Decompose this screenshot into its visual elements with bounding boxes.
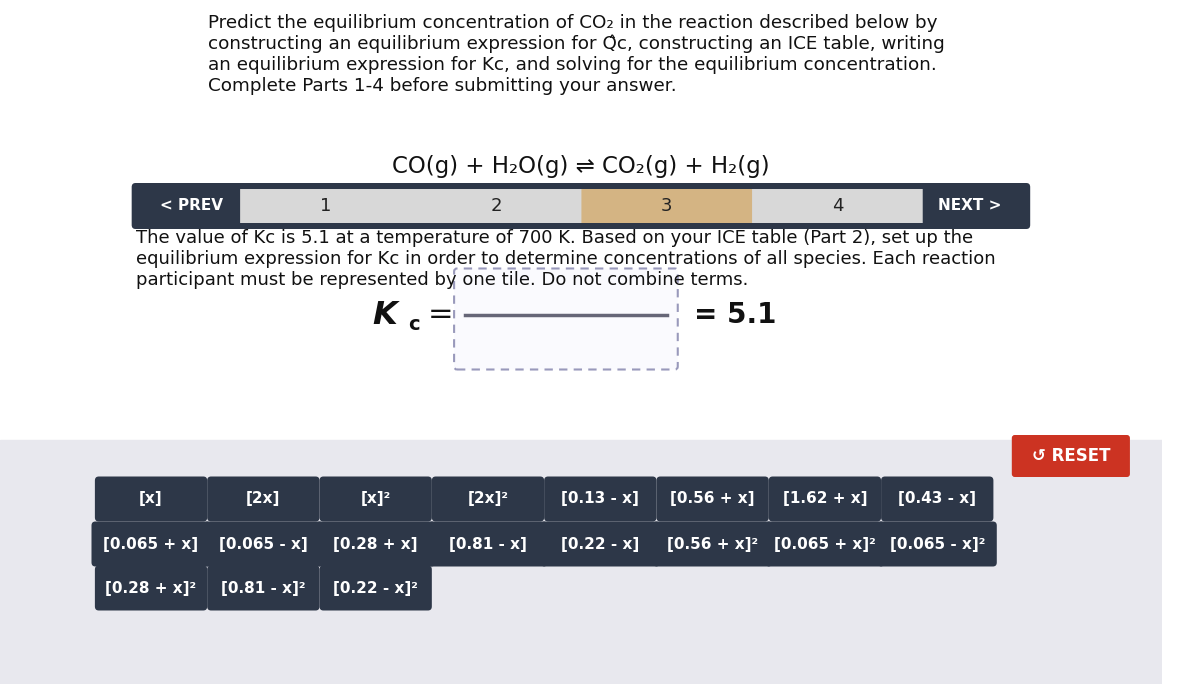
- Text: [1.62 + x]: [1.62 + x]: [782, 492, 868, 506]
- Text: [0.81 - x]: [0.81 - x]: [449, 536, 527, 551]
- FancyBboxPatch shape: [1012, 435, 1130, 477]
- Bar: [0, 0, 1162, 440]
- FancyBboxPatch shape: [91, 521, 210, 566]
- FancyBboxPatch shape: [95, 477, 208, 521]
- Text: 4: 4: [832, 197, 844, 215]
- Text: = 5.1: = 5.1: [695, 301, 776, 329]
- Text: [0.28 + x]: [0.28 + x]: [334, 536, 418, 551]
- FancyBboxPatch shape: [582, 189, 752, 223]
- Text: [0.065 + x]²: [0.065 + x]²: [774, 536, 876, 551]
- FancyBboxPatch shape: [204, 521, 323, 566]
- FancyBboxPatch shape: [454, 269, 678, 369]
- Text: [0.43 - x]: [0.43 - x]: [899, 492, 977, 506]
- Text: [0.28 + x]²: [0.28 + x]²: [106, 581, 197, 596]
- Text: [0.065 - x]: [0.065 - x]: [218, 536, 307, 551]
- Text: [0.22 - x]: [0.22 - x]: [562, 536, 640, 551]
- Bar: [0, 440, 1162, 684]
- FancyBboxPatch shape: [653, 521, 772, 566]
- FancyBboxPatch shape: [881, 477, 994, 521]
- Text: [0.13 - x]: [0.13 - x]: [562, 492, 640, 506]
- FancyBboxPatch shape: [316, 521, 436, 566]
- FancyBboxPatch shape: [432, 477, 544, 521]
- Text: [0.56 + x]²: [0.56 + x]²: [667, 536, 758, 551]
- Text: c: c: [408, 315, 420, 334]
- Text: 3: 3: [661, 197, 672, 215]
- Text: Predict the equilibrium concentration of CO₂ in the reaction described below by
: Predict the equilibrium concentration of…: [208, 14, 944, 95]
- Text: 1: 1: [319, 197, 331, 215]
- Text: [0.065 + x]: [0.065 + x]: [103, 536, 199, 551]
- FancyBboxPatch shape: [208, 477, 319, 521]
- Text: [2x]²: [2x]²: [468, 492, 509, 506]
- FancyBboxPatch shape: [428, 521, 547, 566]
- FancyBboxPatch shape: [877, 521, 997, 566]
- Text: ↺ RESET: ↺ RESET: [1032, 447, 1110, 465]
- Text: 2: 2: [491, 197, 502, 215]
- Text: [0.065 - x]²: [0.065 - x]²: [889, 536, 985, 551]
- Text: < PREV: < PREV: [161, 198, 223, 213]
- FancyBboxPatch shape: [132, 183, 1030, 229]
- Text: [0.81 - x]²: [0.81 - x]²: [221, 581, 306, 596]
- Text: [x]: [x]: [139, 492, 163, 506]
- Text: NEXT >: NEXT >: [938, 198, 1002, 213]
- Text: [2x]: [2x]: [246, 492, 281, 506]
- Text: [0.56 + x]: [0.56 + x]: [671, 492, 755, 506]
- Text: CO(g) + H₂O(g) ⇌ CO₂(g) + H₂(g): CO(g) + H₂O(g) ⇌ CO₂(g) + H₂(g): [392, 155, 769, 178]
- FancyBboxPatch shape: [769, 477, 881, 521]
- FancyBboxPatch shape: [240, 189, 923, 223]
- Text: [0.22 - x]²: [0.22 - x]²: [334, 581, 418, 596]
- FancyBboxPatch shape: [544, 477, 656, 521]
- FancyBboxPatch shape: [208, 566, 319, 611]
- FancyBboxPatch shape: [541, 521, 660, 566]
- Text: The value of Kc is 5.1 at a temperature of 700 K. Based on your ICE table (Part : The value of Kc is 5.1 at a temperature …: [136, 229, 995, 289]
- FancyBboxPatch shape: [656, 477, 769, 521]
- FancyBboxPatch shape: [319, 477, 432, 521]
- FancyBboxPatch shape: [319, 566, 432, 611]
- Text: K: K: [372, 300, 397, 330]
- Text: =: =: [428, 300, 454, 330]
- FancyBboxPatch shape: [766, 521, 884, 566]
- FancyBboxPatch shape: [95, 566, 208, 611]
- Text: [x]²: [x]²: [360, 492, 391, 506]
